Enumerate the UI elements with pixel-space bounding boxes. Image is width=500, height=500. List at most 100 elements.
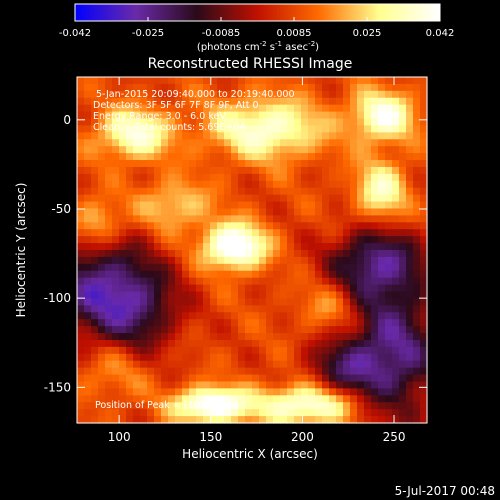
heatmap-cell (322, 104, 330, 113)
heatmap-cell (301, 139, 309, 147)
heatmap-cell (91, 236, 99, 244)
heatmap-cell (98, 402, 106, 410)
heatmap-cell (399, 90, 407, 99)
heatmap-cell (210, 243, 218, 251)
heatmap-cell (322, 132, 330, 140)
heatmap-cell (175, 222, 183, 230)
heatmap-cell (154, 339, 162, 348)
heatmap-cell (378, 160, 386, 168)
heatmap-cell (217, 132, 225, 140)
heatmap-cell (91, 83, 99, 92)
heatmap-cell (154, 104, 162, 113)
heatmap-cell (77, 118, 85, 127)
heatmap-cell (168, 291, 176, 300)
heatmap-cell (420, 291, 428, 300)
heatmap-cell (119, 284, 127, 293)
heatmap-cell (189, 277, 197, 286)
heatmap-cell (210, 367, 218, 376)
heatmap-cell (280, 374, 288, 383)
heatmap-cell (224, 291, 232, 300)
heatmap-cell (315, 146, 323, 154)
heatmap-cell (203, 111, 211, 120)
heatmap-cell (217, 291, 225, 300)
heatmap-cell (147, 360, 155, 369)
heatmap-cell (308, 229, 316, 237)
heatmap-cell (336, 236, 344, 244)
heatmap-cell (161, 215, 169, 223)
heatmap-cell (189, 346, 197, 355)
heatmap-cell (182, 222, 190, 230)
heatmap-cell (84, 97, 92, 106)
heatmap-cell (119, 243, 127, 251)
heatmap-cell (413, 132, 421, 140)
heatmap-cell (154, 97, 162, 106)
heatmap-cell (336, 360, 344, 369)
heatmap-cell (315, 312, 323, 320)
heatmap-cell (364, 83, 372, 92)
heatmap-cell (301, 381, 309, 389)
heatmap-cell (140, 333, 148, 341)
heatmap-cell (84, 111, 92, 120)
heatmap-cell (252, 160, 260, 168)
heatmap-cell (238, 243, 246, 251)
heatmap-cell (98, 339, 106, 348)
heatmap-cell (266, 277, 274, 286)
heatmap-cell (259, 194, 267, 203)
heatmap-cell (364, 367, 372, 376)
heatmap-cell (245, 111, 253, 120)
heatmap-cell (252, 97, 260, 106)
heatmap-cell (196, 215, 204, 223)
heatmap-cell (105, 305, 113, 313)
heatmap-cell (182, 201, 190, 210)
heatmap-cell (308, 360, 316, 369)
heatmap-cell (329, 270, 337, 279)
heatmap-cell (315, 77, 323, 85)
heatmap-cell (210, 222, 218, 230)
heatmap-cell (133, 416, 141, 424)
heatmap-cell (126, 305, 134, 313)
heatmap-cell (238, 187, 246, 196)
heatmap-cell (385, 270, 393, 279)
heatmap-cell (371, 208, 379, 216)
heatmap-cell (84, 374, 92, 383)
heatmap-cell (196, 326, 204, 334)
heatmap-cell (308, 298, 316, 306)
heatmap-cell (357, 146, 365, 154)
heatmap-cell (203, 326, 211, 334)
heatmap-cell (371, 97, 379, 106)
info-time-range: 5-Jan-2015 20:09:40.000 to 20:19:40.000 (96, 89, 294, 100)
heatmap-cell (392, 284, 400, 293)
heatmap-cell (175, 333, 183, 341)
heatmap-cell (245, 146, 253, 154)
heatmap-cell (294, 326, 302, 334)
heatmap-cell (154, 125, 162, 133)
heatmap-cell (77, 395, 85, 403)
heatmap-cell (266, 291, 274, 300)
heatmap-cell (350, 305, 358, 313)
heatmap-cell (406, 173, 414, 182)
heatmap-cell (371, 153, 379, 161)
heatmap-cell (189, 319, 197, 327)
heatmap-cell (315, 416, 323, 424)
heatmap-cell (343, 83, 351, 92)
heatmap-cell (224, 201, 232, 210)
heatmap-cell (350, 409, 358, 417)
heatmap-cell (392, 97, 400, 106)
heatmap-cell (77, 173, 85, 182)
heatmap-cell (301, 298, 309, 306)
heatmap-cell (196, 416, 204, 424)
heatmap-cell (392, 146, 400, 154)
heatmap-cell (287, 243, 295, 251)
heatmap-cell (406, 326, 414, 334)
heatmap-cell (238, 312, 246, 320)
heatmap-cell (378, 381, 386, 389)
heatmap-cell (196, 284, 204, 293)
heatmap-cell (371, 173, 379, 182)
heatmap-cell (259, 139, 267, 147)
heatmap-cell (273, 180, 281, 189)
heatmap-cell (392, 215, 400, 223)
heatmap-cell (343, 97, 351, 106)
heatmap-cell (336, 353, 344, 362)
heatmap-cell (238, 173, 246, 182)
heatmap-cell (119, 416, 127, 424)
